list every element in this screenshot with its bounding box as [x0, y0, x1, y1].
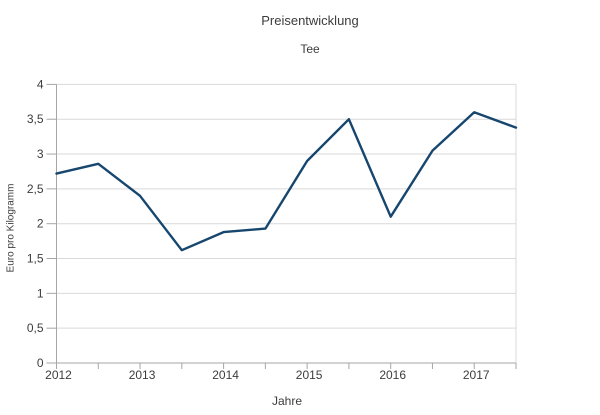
- y-tick-label: 3,5: [27, 112, 44, 126]
- x-tick-label: 2012: [45, 368, 72, 382]
- y-tick-label: 0: [37, 356, 44, 370]
- y-tick-label: 3: [37, 147, 44, 161]
- x-tick-label: 2014: [212, 368, 239, 382]
- x-axis-title: Jahre: [271, 394, 303, 408]
- y-tick-label: 4: [37, 77, 44, 91]
- x-tick-label: 2017: [463, 368, 490, 382]
- x-tick-label: 2016: [379, 368, 406, 382]
- chart-title: Preisentwicklung: [261, 13, 359, 28]
- y-tick-label: 1: [37, 286, 44, 300]
- y-tick-label: 1,5: [27, 252, 44, 266]
- y-tick-label: 2: [37, 217, 44, 231]
- chart-subtitle: Tee: [300, 42, 320, 56]
- y-tick-label: 2,5: [27, 182, 44, 196]
- series-line-tee: [55, 111, 518, 252]
- y-tick-label: 0,5: [27, 321, 44, 335]
- x-tick-label: 2013: [129, 368, 156, 382]
- x-tick-label: 2015: [296, 368, 323, 382]
